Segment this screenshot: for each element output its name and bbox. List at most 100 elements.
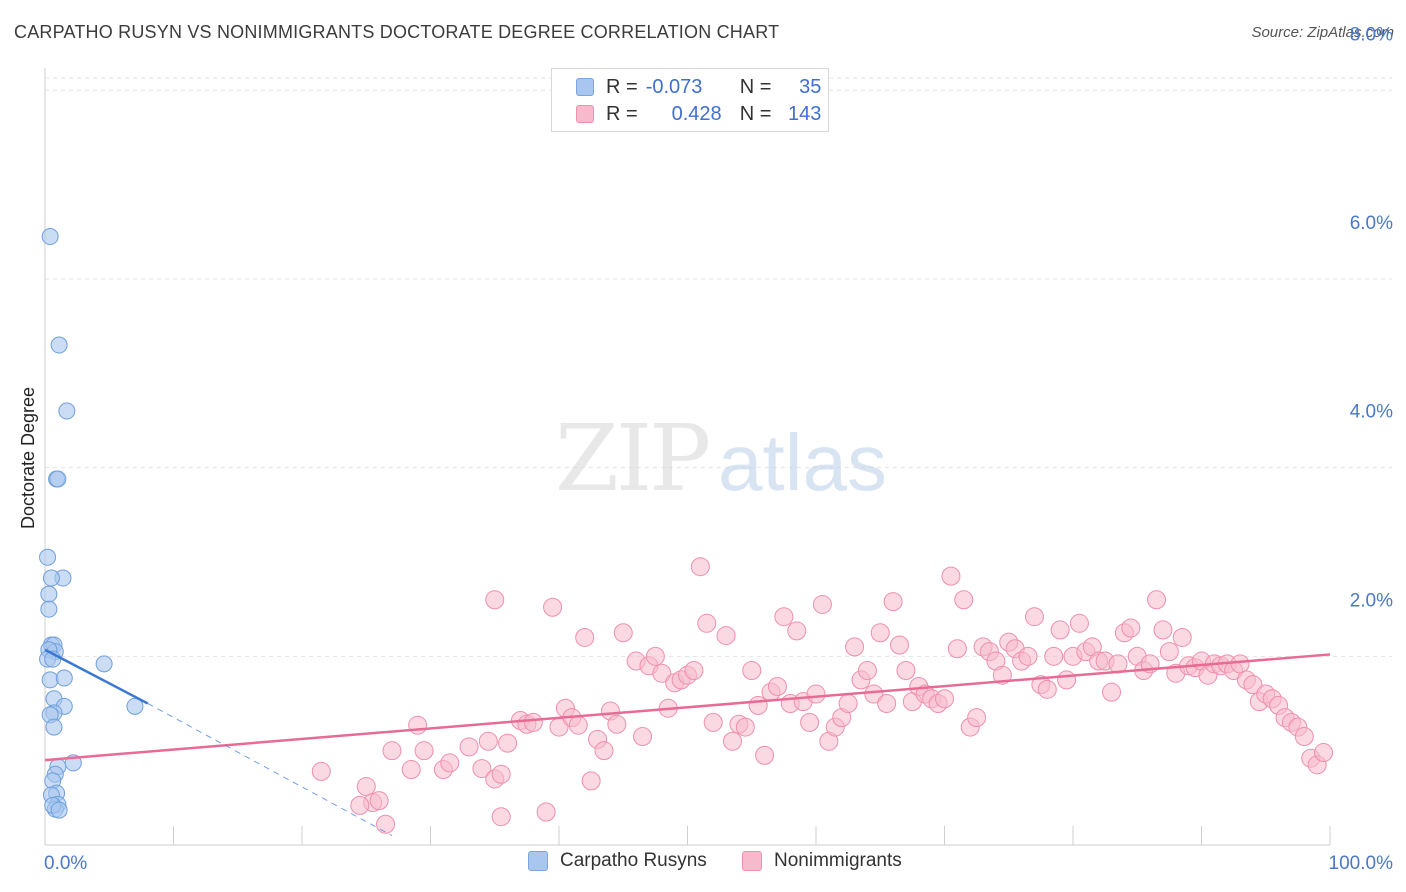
data-point-nonimmigrants: [767, 677, 787, 697]
data-point-nonimmigrants: [311, 761, 331, 781]
legend-row-nonimmigrants: R = 0.428 N = 143: [576, 102, 821, 126]
data-point-nonimmigrants: [812, 594, 832, 614]
data-point-nonimmigrants: [877, 693, 897, 713]
data-point-nonimmigrants: [954, 590, 974, 610]
data-point-nonimmigrants: [896, 660, 916, 680]
data-point-nonimmigrants: [941, 566, 961, 586]
y-tick-label: 4.0%: [1350, 402, 1393, 423]
data-point-nonimmigrants: [536, 802, 556, 822]
trend-line-extension-carpatho-rusyns: [147, 703, 393, 837]
data-point-nonimmigrants: [870, 623, 890, 643]
data-point-nonimmigrants: [543, 597, 563, 617]
x-tick-label: 100.0%: [1329, 853, 1394, 874]
data-point-nonimmigrants: [1172, 627, 1192, 647]
watermark-zip: ZIP: [555, 405, 708, 512]
data-point-nonimmigrants: [755, 745, 775, 765]
y-axis-label: Doctorate Degree: [18, 387, 38, 529]
bottom-legend-swatch-pink: [742, 851, 762, 871]
data-point-nonimmigrants: [935, 689, 954, 709]
legend-swatch-blue: [576, 78, 594, 96]
data-point-nonimmigrants: [607, 714, 627, 734]
bottom-legend-label: Nonimmigrants: [774, 850, 902, 871]
data-point-nonimmigrants: [1147, 590, 1167, 610]
data-point-carpatho-rusyns: [58, 402, 76, 420]
data-point-nonimmigrants: [1102, 682, 1122, 702]
data-point-nonimmigrants: [376, 814, 396, 834]
data-point-nonimmigrants: [491, 807, 511, 827]
data-point-carpatho-rusyns: [39, 548, 57, 566]
data-point-nonimmigrants: [787, 621, 807, 641]
data-point-nonimmigrants: [408, 715, 428, 735]
data-point-nonimmigrants: [350, 795, 370, 815]
legend-n-value: 143: [788, 102, 822, 125]
bottom-legend-nonimmigrants: Nonimmigrants: [742, 850, 902, 872]
data-point-nonimmigrants: [459, 737, 479, 757]
stats-legend: R = -0.073 N = 35 R = 0.428 N = 143: [551, 68, 829, 132]
data-point-nonimmigrants: [575, 627, 595, 647]
data-point-carpatho-rusyns: [40, 585, 58, 603]
data-point-carpatho-rusyns: [50, 801, 68, 819]
bottom-legend-label: Carpatho Rusyns: [560, 850, 707, 871]
data-point-nonimmigrants: [414, 741, 434, 761]
trend-line-carpatho-rusyns: [44, 648, 149, 705]
data-point-nonimmigrants: [716, 626, 736, 646]
data-point-nonimmigrants: [806, 684, 826, 704]
data-point-nonimmigrants: [774, 607, 794, 627]
legend-swatch-pink: [576, 105, 594, 123]
data-point-nonimmigrants: [1069, 613, 1089, 633]
data-point-nonimmigrants: [722, 731, 742, 751]
data-point-nonimmigrants: [1044, 646, 1064, 666]
data-point-nonimmigrants: [523, 712, 543, 732]
data-point-nonimmigrants: [568, 715, 588, 735]
chart-title: CARPATHO RUSYN VS NONIMMIGRANTS DOCTORAT…: [14, 22, 780, 42]
data-point-nonimmigrants: [992, 665, 1012, 685]
watermark: ZIP atlas: [555, 405, 887, 512]
source-credit: Source: ZipAtlas.com: [1251, 24, 1394, 41]
data-point-carpatho-rusyns: [42, 569, 60, 587]
data-point-nonimmigrants: [845, 637, 865, 657]
bottom-legend-carpatho-rusyns: Carpatho Rusyns: [528, 850, 707, 872]
data-point-carpatho-rusyns: [41, 228, 59, 246]
legend-row-carpatho-rusyns: R = -0.073 N = 35: [576, 75, 821, 99]
data-point-nonimmigrants: [1314, 743, 1334, 763]
data-point-nonimmigrants: [485, 590, 505, 610]
data-point-carpatho-rusyns: [41, 671, 59, 689]
data-point-nonimmigrants: [735, 717, 755, 737]
data-point-nonimmigrants: [703, 712, 723, 732]
data-point-nonimmigrants: [1294, 727, 1314, 747]
data-point-nonimmigrants: [748, 695, 768, 715]
data-point-carpatho-rusyns: [45, 718, 63, 736]
data-point-carpatho-rusyns: [55, 669, 73, 687]
legend-r-label: R =: [606, 102, 638, 125]
data-point-nonimmigrants: [1159, 642, 1179, 662]
y-tick-label: 2.0%: [1350, 590, 1393, 611]
legend-n-label: N =: [739, 102, 772, 125]
data-point-nonimmigrants: [684, 660, 704, 680]
watermark-atlas: atlas: [718, 418, 887, 507]
data-point-nonimmigrants: [742, 660, 762, 680]
data-point-nonimmigrants: [947, 639, 967, 659]
data-point-nonimmigrants: [633, 727, 653, 747]
nonimmigrants-points: [311, 557, 1334, 834]
data-point-carpatho-rusyns: [50, 336, 68, 354]
data-point-nonimmigrants: [1024, 607, 1044, 627]
data-point-carpatho-rusyns: [95, 655, 113, 673]
data-point-nonimmigrants: [498, 733, 518, 753]
data-point-nonimmigrants: [1037, 679, 1057, 699]
data-point-carpatho-rusyns: [126, 697, 144, 715]
legend-r-value: -0.073: [645, 75, 703, 98]
trend-lines: [44, 648, 1331, 837]
data-point-nonimmigrants: [697, 613, 717, 633]
legend-n-label: N =: [739, 75, 772, 98]
data-point-nonimmigrants: [890, 635, 910, 655]
data-point-nonimmigrants: [478, 731, 498, 751]
data-point-nonimmigrants: [1153, 620, 1173, 640]
data-point-nonimmigrants: [491, 764, 511, 784]
y-tick-label: 6.0%: [1350, 213, 1393, 234]
data-point-nonimmigrants: [401, 760, 421, 780]
data-point-nonimmigrants: [645, 646, 665, 666]
trend-line-nonimmigrants: [44, 653, 1331, 762]
legend-n-value: 35: [799, 75, 822, 98]
data-point-nonimmigrants: [581, 771, 601, 791]
